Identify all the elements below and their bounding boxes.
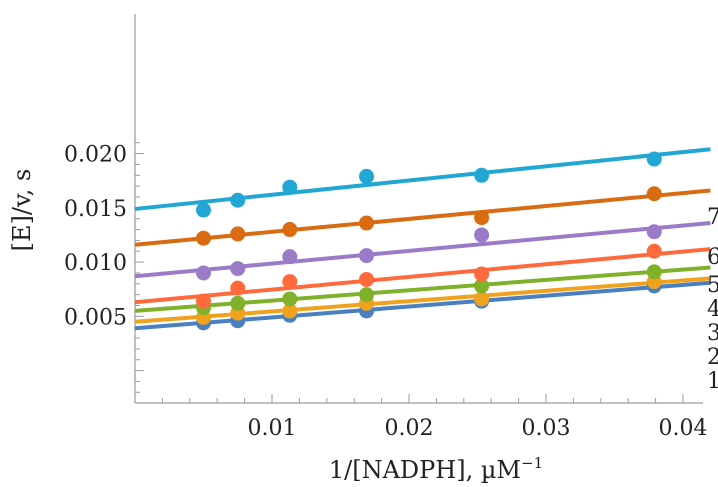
y-axis-title: [E]/v, s <box>8 169 36 252</box>
series-label-3: 3 <box>707 321 718 346</box>
x-axis-title-main: 1/[NADPH], µM <box>329 456 521 484</box>
data-point-series-7 <box>474 167 490 183</box>
data-point-series-2 <box>474 291 490 307</box>
axes <box>134 14 703 404</box>
data-point-series-3 <box>646 264 662 280</box>
y-tick-label: 0.020 <box>64 143 127 168</box>
data-point-series-5 <box>230 261 246 277</box>
x-tick-label: 0.04 <box>659 416 708 441</box>
data-point-series-7 <box>646 151 662 167</box>
data-point-series-6 <box>474 210 490 226</box>
data-point-series-5 <box>474 227 490 243</box>
data-point-series-4 <box>646 243 662 259</box>
fit-line-series-5 <box>134 221 711 279</box>
y-tick-label: 0.005 <box>64 305 127 330</box>
data-point-series-3 <box>230 295 246 311</box>
data-point-series-5 <box>196 265 211 281</box>
x-tick-label: 0.03 <box>522 416 571 441</box>
series-label-2: 2 <box>707 345 718 370</box>
x-tick-label: 0.02 <box>385 416 434 441</box>
data-point-series-5 <box>282 249 298 265</box>
series-label-4: 4 <box>707 297 718 322</box>
data-point-series-6 <box>282 222 298 238</box>
data-point-series-6 <box>196 230 211 246</box>
series-label-1: 1 <box>707 369 718 394</box>
fit-line-series-4 <box>134 247 711 305</box>
data-point-series-5 <box>359 248 375 264</box>
data-point-series-7 <box>282 179 298 195</box>
data-point-series-3 <box>474 278 490 294</box>
x-axis-title-superscript: −1 <box>521 454 543 472</box>
data-point-series-3 <box>282 291 298 307</box>
x-axis-title: 1/[NADPH], µM−1 <box>329 454 543 484</box>
data-point-series-4 <box>196 293 211 309</box>
series-label-7: 7 <box>707 205 718 230</box>
series-label-5: 5 <box>707 273 718 298</box>
data-point-series-6 <box>359 215 375 231</box>
data-point-series-4 <box>282 274 298 290</box>
fit-lines <box>134 147 711 331</box>
y-tick-label: 0.015 <box>64 197 127 222</box>
data-point-series-3 <box>359 287 375 303</box>
data-point-series-4 <box>359 271 375 287</box>
data-point-series-6 <box>646 186 662 202</box>
data-point-series-7 <box>230 192 246 208</box>
data-point-series-2 <box>282 303 298 319</box>
series-label-6: 6 <box>707 245 718 270</box>
ticks: 0.005 0.010 0.015 0.020 0.01 0.02 0.03 0.04 <box>64 142 708 441</box>
data-point-series-6 <box>230 226 246 242</box>
data-point-series-7 <box>196 202 211 218</box>
data-point-series-4 <box>474 266 490 282</box>
data-points <box>196 151 662 331</box>
fit-line-series-2 <box>134 276 711 324</box>
data-point-series-5 <box>646 224 662 240</box>
y-tick-label: 0.010 <box>64 251 127 276</box>
data-point-series-7 <box>359 168 375 184</box>
data-point-series-4 <box>230 280 246 296</box>
x-tick-label: 0.01 <box>248 416 297 441</box>
